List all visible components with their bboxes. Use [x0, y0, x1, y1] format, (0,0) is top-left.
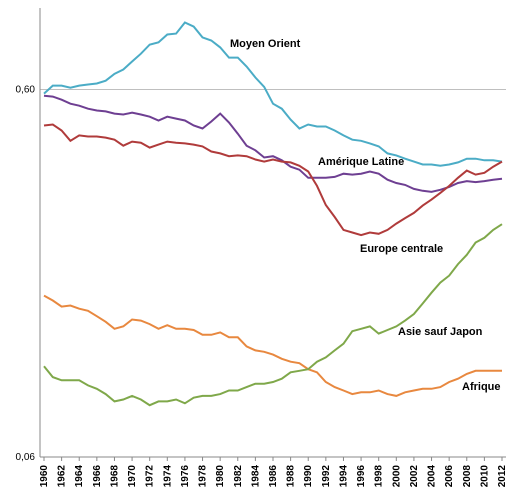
- x-tick-label: 1964: [74, 465, 85, 488]
- series-line: [43, 94, 503, 193]
- x-tick-label: 2010: [479, 465, 490, 488]
- x-tick-label: 2004: [427, 465, 438, 488]
- x-tick-label: 1968: [109, 465, 120, 488]
- series-line: [43, 223, 503, 407]
- x-tick-label: 1988: [286, 465, 297, 488]
- x-tick-label: 1984: [250, 465, 261, 488]
- x-tick-label: 2012: [497, 465, 508, 488]
- series-label: Moyen Orient: [230, 38, 301, 50]
- x-tick-label: 1994: [338, 465, 349, 488]
- x-tick-label: 1978: [198, 465, 209, 488]
- y-tick-label: 0,60: [16, 85, 36, 96]
- x-tick-label: 1992: [321, 465, 332, 488]
- x-tick-label: 1966: [92, 465, 103, 488]
- x-tick-label: 1980: [215, 465, 226, 488]
- y-tick-label: 0,06: [16, 452, 36, 463]
- x-tick-label: 1998: [374, 465, 385, 488]
- series-line: [43, 21, 503, 167]
- x-tick-label: 1986: [268, 465, 279, 488]
- x-tick-label: 1976: [180, 465, 191, 488]
- x-tick-label: 1970: [127, 465, 138, 488]
- x-tick-label: 1990: [303, 465, 314, 488]
- x-tick-label: 1960: [39, 465, 50, 488]
- x-tick-label: 1972: [145, 465, 156, 488]
- x-tick-label: 2006: [444, 465, 455, 488]
- series-line: [43, 294, 502, 397]
- series-label: Afrique: [462, 381, 501, 393]
- series-line: [43, 123, 503, 237]
- x-tick-label: 2000: [391, 465, 402, 488]
- x-tick-label: 1996: [356, 465, 367, 488]
- x-tick-label: 1974: [162, 465, 173, 488]
- x-tick-label: 1982: [233, 465, 244, 488]
- series-label: Amérique Latine: [318, 156, 404, 168]
- series-label: Europe centrale: [360, 243, 443, 255]
- x-tick-label: 1962: [57, 465, 68, 488]
- x-tick-label: 2008: [462, 465, 473, 488]
- x-tick-label: 2002: [409, 465, 420, 488]
- series-label: Asie sauf Japon: [398, 326, 483, 338]
